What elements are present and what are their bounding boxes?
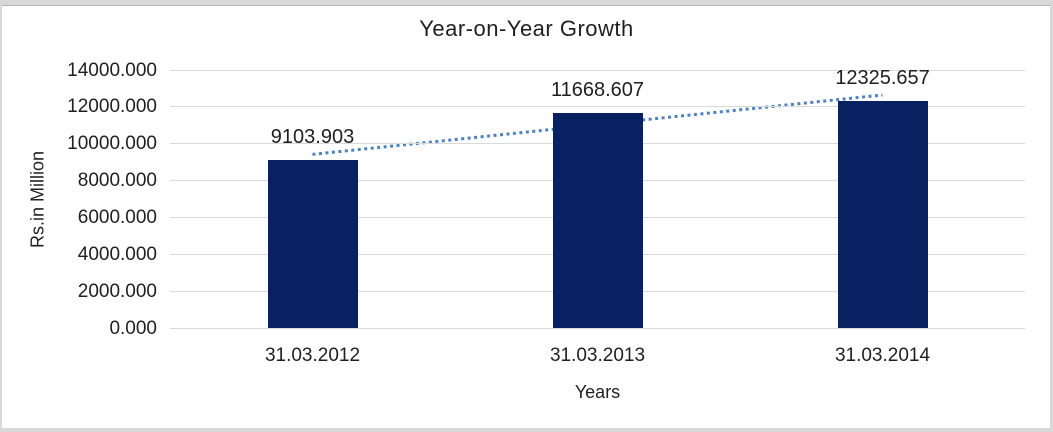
x-axis-title: Years	[574, 382, 621, 402]
frame-bottom-border	[0, 428, 1053, 432]
y-axis-tick-label: 8000.000	[77, 170, 157, 192]
bar	[552, 112, 643, 328]
y-axis-tick-label: 4000.000	[77, 243, 157, 265]
gridline	[170, 69, 1025, 71]
gridline	[170, 327, 1025, 329]
bar	[267, 160, 358, 328]
frame-top-border	[0, 0, 1053, 5]
y-axis-tick-label: 6000.000	[77, 206, 157, 228]
bar	[837, 100, 928, 328]
y-axis-tick-label: 0.000	[109, 317, 157, 339]
y-axis-tick-label: 10000.000	[67, 133, 157, 155]
y-axis-tick-label: 14000.000	[67, 59, 157, 81]
frame-left-border	[0, 0, 2, 432]
frame-right-border	[1050, 0, 1053, 432]
x-axis-tick-label: 31.03.2014	[834, 345, 931, 366]
data-label: 11668.607	[550, 78, 645, 101]
y-axis-tick-label: 12000.000	[67, 96, 157, 118]
x-axis-tick-label: 31.03.2013	[549, 345, 646, 366]
frame-top-shadow	[0, 5, 1053, 6]
x-axis-tick-label: 31.03.2012	[264, 345, 361, 366]
data-label: 12325.657	[835, 66, 930, 89]
data-label: 9103.903	[270, 126, 355, 149]
chart-title: Year-on-Year Growth	[419, 16, 634, 41]
y-axis-tick-label: 2000.000	[77, 280, 157, 302]
gridline	[170, 106, 1025, 108]
